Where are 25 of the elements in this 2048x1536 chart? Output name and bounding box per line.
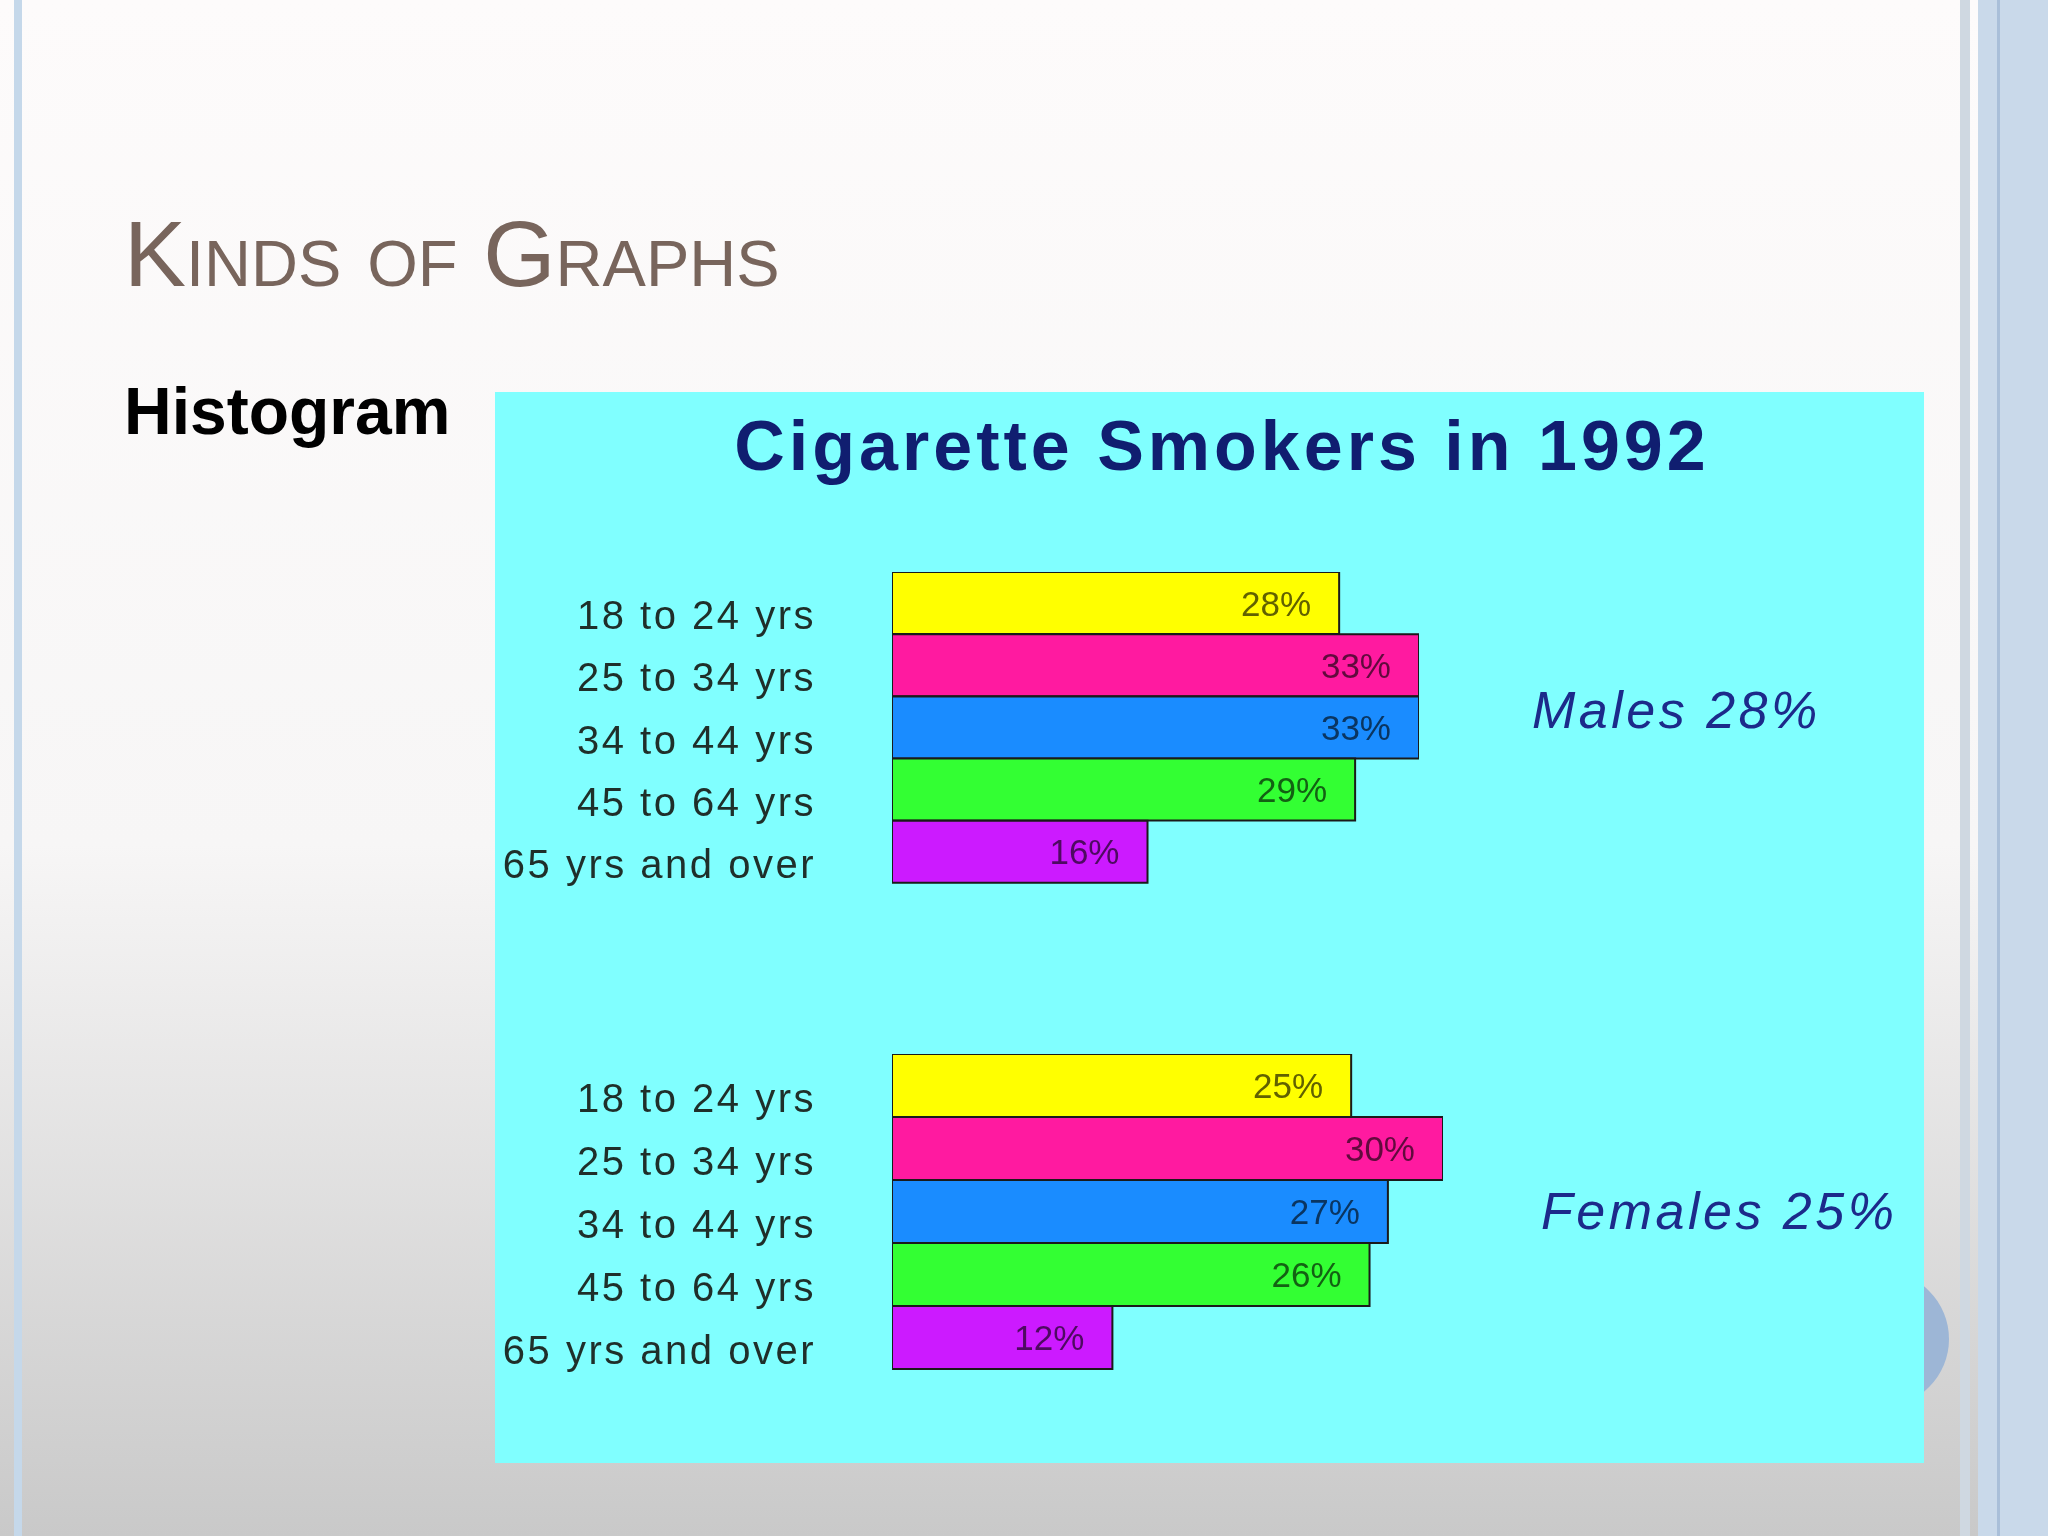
text: Males 28% — [1532, 681, 1821, 739]
data-label: 33% — [1320, 707, 1391, 747]
y-tick-label: 65 yrs and over — [502, 841, 816, 886]
y-tick-label: 34 to 44 yrs — [576, 717, 816, 762]
data-label: 29% — [1257, 770, 1328, 810]
y-tick-label: 25 to 34 yrs — [576, 655, 816, 700]
data-label: 12% — [1014, 1318, 1085, 1357]
text: Kinds of Graphs — [124, 202, 780, 306]
y-tick-label: 65 yrs and over — [502, 1327, 816, 1372]
data-label: 33% — [1320, 645, 1391, 685]
y-tick-label: 45 to 64 yrs — [576, 779, 816, 824]
y-tick-label: 18 to 24 yrs — [576, 593, 816, 638]
y-tick-label: 25 to 34 yrs — [576, 1138, 816, 1183]
text: Histogram — [124, 374, 451, 448]
y-tick-label: 45 to 64 yrs — [576, 1264, 816, 1309]
data-label: 30% — [1344, 1129, 1415, 1168]
data-label: 16% — [1049, 832, 1120, 872]
y-tick-label: 34 to 44 yrs — [576, 1201, 816, 1246]
data-label: 25% — [1253, 1066, 1324, 1105]
y-tick-label: 18 to 24 yrs — [576, 1075, 816, 1120]
data-label: 28% — [1241, 583, 1312, 623]
data-label: 26% — [1271, 1255, 1342, 1294]
data-label: 27% — [1289, 1192, 1360, 1231]
chart-title: Cigarette Smokers in 1992 — [734, 407, 1710, 485]
text: Females 25% — [1541, 1182, 1898, 1240]
